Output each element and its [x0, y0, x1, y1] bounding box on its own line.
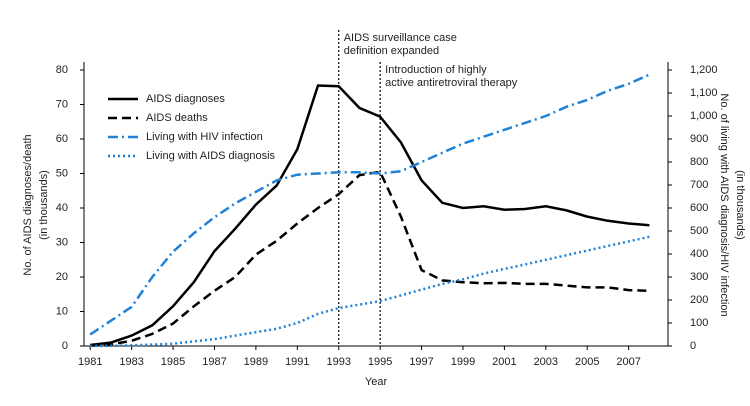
- x-tick-label: 2005: [575, 356, 599, 368]
- y-tick-label: 0: [62, 340, 68, 352]
- legend-label: AIDS diagnoses: [146, 93, 225, 105]
- legend-label: Living with AIDS diagnosis: [146, 150, 276, 162]
- y-tick-label: 10: [56, 305, 68, 317]
- annotation-text: AIDS surveillance case: [344, 32, 457, 44]
- y-tick-label: 30: [56, 236, 68, 248]
- y2-tick-label: 800: [690, 156, 708, 168]
- y2-tick-label: 500: [690, 225, 708, 237]
- y2-tick-label: 300: [690, 271, 708, 283]
- y2-tick-label: 1,000: [690, 110, 718, 122]
- x-tick-label: 1983: [119, 356, 143, 368]
- annotation-text: Introduction of highly: [385, 64, 487, 76]
- y-tick-label: 60: [56, 133, 68, 145]
- x-tick-label: 1991: [285, 356, 309, 368]
- y2-tick-label: 1,100: [690, 87, 718, 99]
- series-line: [90, 235, 650, 348]
- y-tick-label: 50: [56, 167, 68, 179]
- y2-tick-label: 1,200: [690, 64, 718, 76]
- annotation-text: definition expanded: [344, 45, 439, 57]
- legend-label: AIDS deaths: [146, 112, 208, 124]
- series-line: [90, 170, 650, 347]
- legend-label: Living with HIV infection: [146, 131, 263, 143]
- y2-axis-label: (in thousands): [734, 170, 746, 240]
- annotation-text: active antiretroviral therapy: [385, 77, 518, 89]
- x-tick-label: 1997: [409, 356, 433, 368]
- x-tick-label: 1981: [78, 356, 102, 368]
- y2-tick-label: 700: [690, 179, 708, 191]
- x-axis-label: Year: [365, 376, 388, 388]
- y2-tick-label: 400: [690, 248, 708, 260]
- x-tick-label: 1989: [244, 356, 268, 368]
- y-axis-label: No. of AIDS diagnoses/death: [22, 134, 34, 275]
- x-tick-label: 2001: [492, 356, 516, 368]
- y2-axis-label: No. of living with AIDS diagnosis/HIV in…: [718, 93, 730, 316]
- y-tick-label: 80: [56, 64, 68, 76]
- y-tick-label: 70: [56, 98, 68, 110]
- y2-tick-label: 600: [690, 202, 708, 214]
- x-tick-label: 2003: [534, 356, 558, 368]
- x-tick-label: 1999: [451, 356, 475, 368]
- y2-tick-label: 200: [690, 294, 708, 306]
- y2-tick-label: 0: [690, 340, 696, 352]
- x-tick-label: 1995: [368, 356, 392, 368]
- y-tick-label: 40: [56, 202, 68, 214]
- y2-tick-label: 900: [690, 133, 708, 145]
- x-tick-label: 1987: [202, 356, 226, 368]
- x-tick-label: 2007: [616, 356, 640, 368]
- x-tick-label: 1985: [161, 356, 185, 368]
- series-line: [90, 84, 650, 347]
- y-tick-label: 20: [56, 271, 68, 283]
- y-axis-label: (in thousands): [38, 170, 50, 240]
- x-tick-label: 1993: [326, 356, 350, 368]
- y2-tick-label: 100: [690, 317, 708, 329]
